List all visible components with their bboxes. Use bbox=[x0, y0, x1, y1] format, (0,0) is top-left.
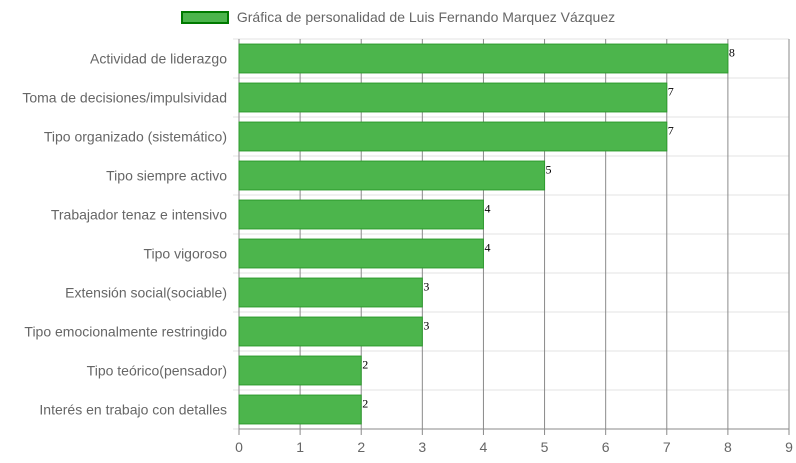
category-label: Toma de decisiones/impulsividad bbox=[22, 90, 227, 106]
bar bbox=[238, 277, 423, 308]
data-label: 4 bbox=[484, 202, 490, 216]
category-label: Tipo vigoroso bbox=[143, 246, 227, 262]
x-tick-label: 3 bbox=[418, 439, 426, 455]
legend[interactable]: Gráfica de personalidad de Luis Fernando… bbox=[0, 9, 796, 25]
bar bbox=[238, 121, 668, 152]
x-tick-label: 5 bbox=[541, 439, 549, 455]
legend-swatch bbox=[180, 10, 229, 24]
data-label: 7 bbox=[668, 85, 674, 99]
x-tick-label: 2 bbox=[357, 439, 365, 455]
x-tick-label: 9 bbox=[785, 439, 793, 455]
category-label: Actividad de liderazgo bbox=[90, 51, 227, 67]
x-tick-label: 4 bbox=[480, 439, 488, 455]
category-label: Tipo organizado (sistemático) bbox=[44, 129, 227, 145]
data-label: 7 bbox=[668, 124, 674, 138]
x-tick-label: 6 bbox=[602, 439, 610, 455]
data-label: 2 bbox=[362, 358, 368, 372]
data-label: 3 bbox=[423, 280, 429, 294]
category-label: Tipo teórico(pensador) bbox=[87, 363, 227, 379]
category-label: Interés en trabajo con detalles bbox=[39, 402, 227, 418]
x-tick-label: 7 bbox=[663, 439, 671, 455]
data-label: 3 bbox=[423, 319, 429, 333]
category-label: Tipo siempre activo bbox=[106, 168, 227, 184]
category-label: Trabajador tenaz e intensivo bbox=[51, 207, 227, 223]
category-label: Tipo emocionalmente restringido bbox=[24, 324, 227, 340]
data-label: 2 bbox=[362, 397, 368, 411]
bar bbox=[238, 82, 668, 113]
category-label: Extensión social(sociable) bbox=[65, 285, 227, 301]
x-tick-label: 0 bbox=[235, 439, 243, 455]
legend-label: Gráfica de personalidad de Luis Fernando… bbox=[236, 9, 616, 25]
bar bbox=[238, 199, 484, 230]
data-label: 5 bbox=[546, 163, 552, 177]
data-label: 8 bbox=[729, 46, 735, 60]
data-label: 4 bbox=[484, 241, 490, 255]
bar bbox=[238, 238, 484, 269]
bar bbox=[238, 43, 729, 74]
bar bbox=[238, 355, 362, 386]
x-tick-label: 8 bbox=[724, 439, 732, 455]
bar bbox=[238, 316, 423, 347]
bar bbox=[238, 160, 546, 191]
x-tick-label: 1 bbox=[296, 439, 304, 455]
bar bbox=[238, 394, 362, 425]
